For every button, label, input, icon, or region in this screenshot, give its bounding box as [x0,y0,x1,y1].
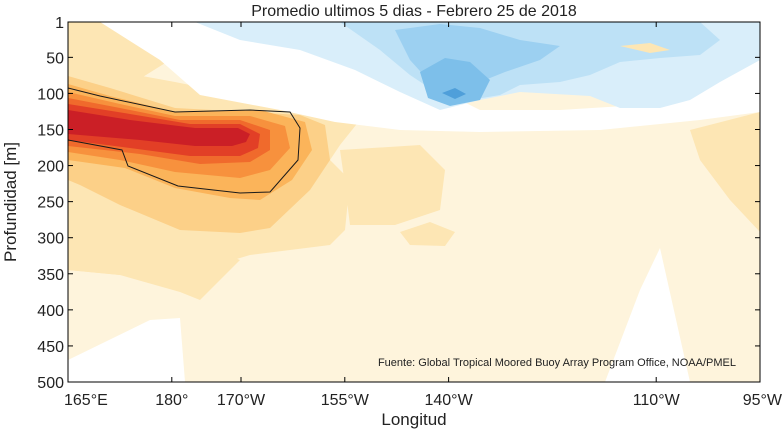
contour-band-warm-2 [620,43,670,53]
source-annotation: Fuente: Global Tropical Moored Buoy Arra… [378,357,736,369]
y-tick-label: 400 [37,303,64,320]
y-tick-label: 50 [46,50,64,67]
y-tick-label: 450 [37,339,64,356]
contour-line [68,87,301,194]
x-axis-label: Longitud [381,410,446,429]
x-tick-label: 95°W [743,392,783,409]
contour-band-neutral-c [605,248,690,382]
contour-band-warm-1c [68,240,240,300]
x-tick-label: 155°W [321,392,370,409]
contour-band-cool-4 [420,58,490,106]
x-tick-label: 170°W [217,392,266,409]
y-tick-label: 300 [37,231,64,248]
y-tick-label: 100 [37,86,64,103]
y-tick-label: 350 [37,267,64,284]
x-axis: 165°E 180° 170°W 155°W 140°W 110°W 95°W [64,22,783,409]
contour-band-warm-1e [400,222,455,246]
contour-band-warm-1d [340,145,445,225]
y-tick-label: 250 [37,195,64,212]
y-tick-label: 200 [37,159,64,176]
contour-band-neutral [100,22,760,132]
contour-band-cool-5 [442,88,466,99]
y-tick-label: 1 [55,15,64,32]
contour-fill [68,22,760,382]
x-tick-label: 140°W [424,392,473,409]
x-tick-label: 180° [155,392,188,409]
y-tick-label: 500 [37,375,64,392]
contour-band-warm-8 [68,110,250,146]
y-tick-label: 150 [37,122,64,139]
x-tick-label: 110°W [633,392,681,409]
chart-title: Promedio ultimos 5 dias - Febrero 25 de … [251,3,577,20]
y-axis-label: Profundidad [m] [1,142,20,262]
x-tick-label: 165°E [64,392,108,409]
contour-band-warm-1f [690,112,760,232]
contour-band-neutral-b [68,318,185,382]
